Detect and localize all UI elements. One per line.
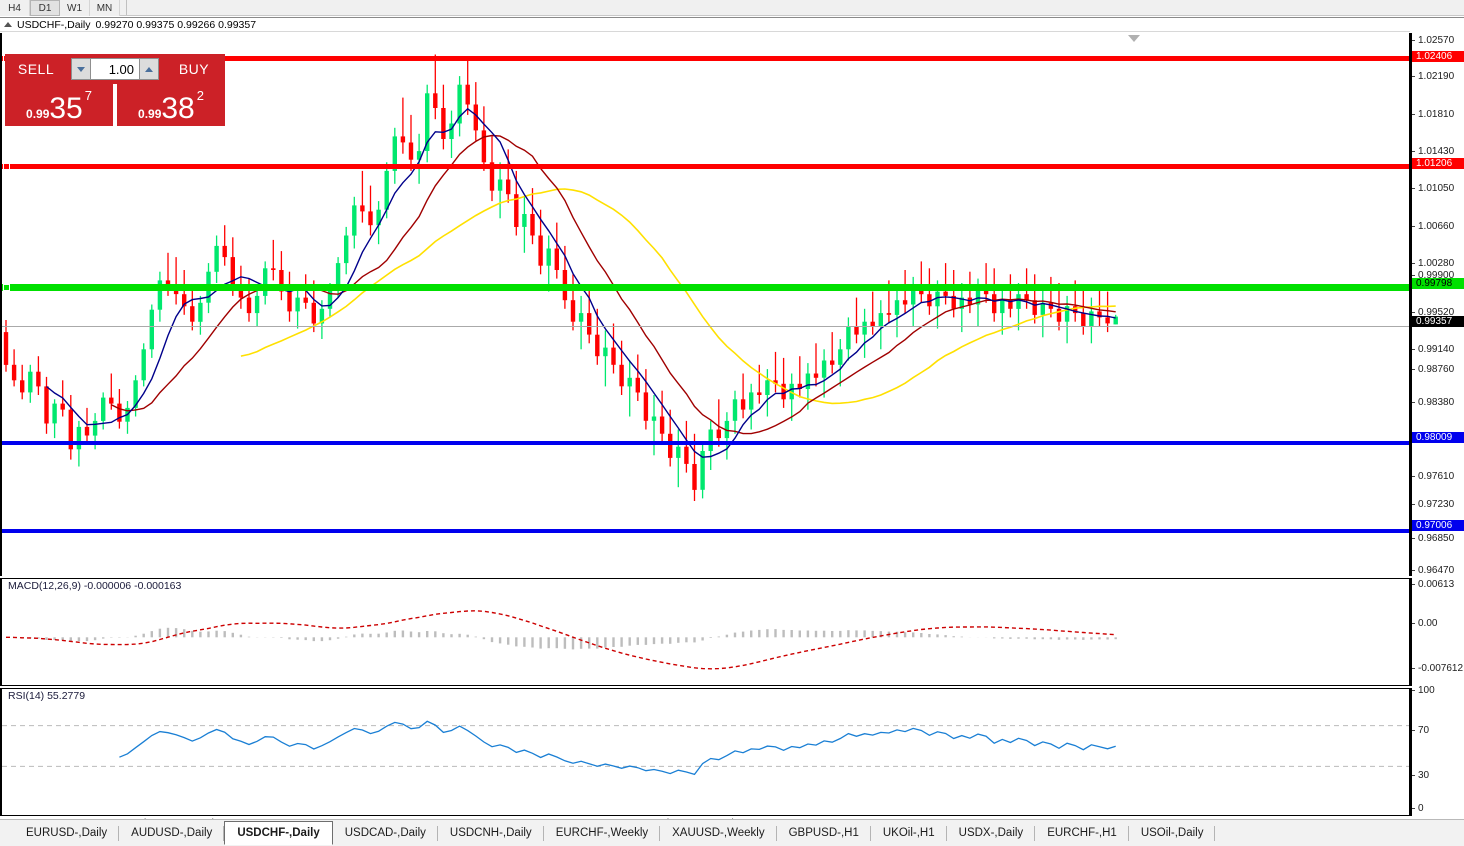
sell-price-fraction: 7 (84, 88, 92, 103)
rsi-label: RSI(14) 55.2779 (6, 690, 88, 702)
macd-pane[interactable]: MACD(12,26,9) -0.000006 -0.000163 (0, 578, 1410, 686)
line-handle[interactable] (3, 284, 10, 291)
volume-control[interactable]: 1.00 (67, 54, 163, 84)
chart-tab-7[interactable]: GBPUSD-,H1 (777, 823, 872, 844)
chart-tab-2[interactable]: USDCHF-,Daily (224, 821, 333, 845)
chart-tab-8[interactable]: UKOil-,H1 (871, 823, 947, 844)
timeframe-mn[interactable]: MN (90, 0, 120, 16)
rsi-tick: 70 (1412, 725, 1464, 736)
timeframe-w1[interactable]: W1 (60, 0, 90, 16)
buy-price-main: 38 (161, 92, 195, 125)
price-tick: 0.97230 (1412, 499, 1464, 510)
price-tick: 0.97610 (1412, 471, 1464, 482)
price-tick: 0.99900 (1412, 270, 1464, 281)
chart-tab-9[interactable]: USDX-,Daily (947, 823, 1036, 844)
price-tick: 1.01050 (1412, 183, 1464, 194)
chart-tab-4[interactable]: USDCNH-,Daily (438, 823, 544, 844)
price-pane[interactable] (0, 33, 1410, 576)
chart-ohlc-values: 0.99270 0.99375 0.99266 0.99357 (95, 18, 257, 31)
line-handle[interactable] (3, 163, 10, 170)
price-tick: 1.02570 (1412, 35, 1464, 46)
resistance-line-2[interactable] (2, 163, 1409, 170)
macd-plot (5, 610, 1117, 670)
chart-tab-10[interactable]: EURCHF-,H1 (1035, 823, 1129, 844)
macd-label: MACD(12,26,9) -0.000006 -0.000163 (6, 580, 184, 592)
rsi-tick: 30 (1412, 770, 1464, 781)
price-tick: 0.98380 (1412, 397, 1464, 408)
sell-price-main: 35 (49, 92, 83, 125)
macd-scale: 0.00613 0.00 -0.007612 (1410, 578, 1464, 686)
timeframe-d1[interactable]: D1 (30, 0, 60, 16)
volume-decrement-button[interactable] (71, 58, 91, 80)
timeframe-toolbar: H4 D1 W1 MN (0, 0, 1464, 16)
caret-up-icon (145, 66, 153, 72)
price-tick: 0.96850 (1412, 533, 1464, 544)
sell-button[interactable]: SELL (5, 54, 67, 84)
price-tick: 1.01810 (1412, 109, 1464, 120)
one-click-trading-panel[interactable]: SELL 1.00 BUY 0.99 35 7 (5, 54, 225, 126)
buy-price-prefix: 0.99 (138, 107, 162, 121)
price-tick: 1.02190 (1412, 71, 1464, 82)
pivot-line[interactable] (2, 284, 1409, 291)
volume-input[interactable]: 1.00 (91, 58, 139, 80)
price-tick: 0.99520 (1412, 307, 1464, 318)
support-line-2[interactable] (2, 529, 1409, 533)
chart-shift-marker-icon[interactable] (1128, 35, 1140, 42)
price-tick: 0.97006 (1412, 520, 1464, 531)
price-scale[interactable]: 1.02570 1.02406 1.02190 1.01810 1.01430 1.012… (1410, 33, 1464, 576)
price-tick: 0.98760 (1412, 364, 1464, 375)
price-tick: 1.01206 (1412, 158, 1464, 169)
sell-price-box[interactable]: 0.99 35 7 (5, 84, 113, 126)
price-tick: 0.99140 (1412, 344, 1464, 355)
rsi-plot (2, 720, 1409, 776)
volume-increment-button[interactable] (139, 58, 159, 80)
buy-price-fraction: 2 (196, 88, 204, 103)
timeframe-h4[interactable]: H4 (0, 0, 30, 16)
candlestick-plot (3, 54, 1118, 501)
sell-price-prefix: 0.99 (26, 107, 50, 121)
rsi-pane[interactable]: RSI(14) 55.2779 (0, 688, 1410, 816)
macd-tick: 0.00 (1412, 618, 1464, 629)
current-price-line (2, 326, 1409, 327)
chart-tab-bar: EURUSD-,Daily AUDUSD-,Daily USDCHF-,Daily U… (0, 819, 1464, 846)
chart-tab-0[interactable]: EURUSD-,Daily (14, 823, 120, 844)
chart-tab-11[interactable]: USOil-,Daily (1129, 823, 1216, 844)
price-tick: 1.01430 (1412, 146, 1464, 157)
price-tick: 1.00660 (1412, 221, 1464, 232)
price-tick: 1.00280 (1412, 258, 1464, 269)
buy-price-box[interactable]: 0.99 38 2 (117, 84, 225, 126)
buy-button[interactable]: BUY (163, 54, 225, 84)
chart-tab-6[interactable]: XAUUSD-,Weekly (660, 823, 778, 844)
price-tick: 0.99357 (1412, 316, 1464, 327)
price-tick: 0.96470 (1412, 565, 1464, 576)
toolbar-divider (126, 0, 127, 15)
price-tick: 0.98009 (1412, 432, 1464, 443)
macd-tick: 0.00613 (1412, 579, 1464, 590)
price-tick: 0.99798 (1412, 278, 1464, 289)
triangle-up-icon[interactable] (4, 22, 12, 27)
rsi-tick: 0 (1412, 803, 1464, 814)
rsi-scale: 100 70 30 0 (1410, 685, 1464, 816)
rsi-tick: 100 (1412, 685, 1464, 696)
order-panel-price-row: 0.99 35 7 0.99 38 2 (5, 84, 225, 126)
chart-container: USDCHF-,Daily 0.99270 0.99375 0.99266 0.… (0, 17, 1464, 829)
chart-tab-5[interactable]: EURCHF-,Weekly (544, 823, 661, 844)
price-tick: 1.02406 (1412, 51, 1464, 62)
order-panel-top-row: SELL 1.00 BUY (5, 54, 225, 84)
support-line-1[interactable] (2, 441, 1409, 445)
caret-down-icon (77, 66, 85, 72)
chart-tab-3[interactable]: USDCAD-,Daily (333, 823, 439, 844)
chart-symbol-label: USDCHF-,Daily (17, 18, 91, 31)
chart-tab-1[interactable]: AUDUSD-,Daily (119, 823, 225, 844)
macd-tick: -0.007612 (1412, 663, 1464, 674)
chart-header: USDCHF-,Daily 0.99270 0.99375 0.99266 0.… (0, 18, 1410, 32)
